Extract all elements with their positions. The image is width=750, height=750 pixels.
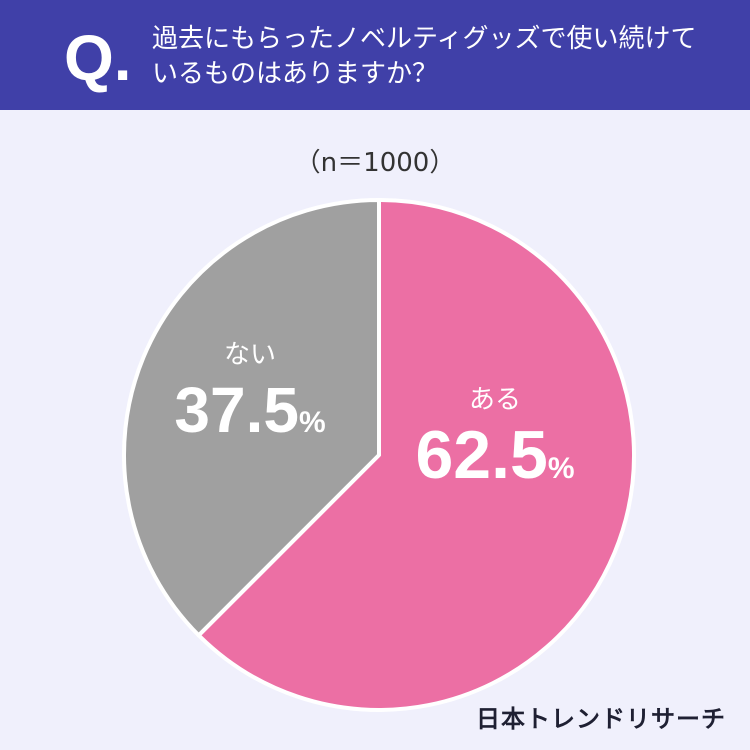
slice-unit-yes: % [547, 452, 575, 485]
q-mark: Q. [64, 22, 132, 94]
sample-size-label: （n＝1000） [294, 148, 456, 178]
slice-value-no: 37.5 [174, 374, 299, 446]
slice-label-yes: ある 62.5% [400, 383, 590, 507]
brand-logo: 日本トレンドリサーチ [476, 705, 726, 733]
slice-category-no: ない [223, 340, 276, 370]
question-text: 過去にもらったノベルティグッズで使い続けているものはありますか？ [152, 24, 697, 89]
pie-slice-yes [196, 198, 636, 712]
pie-slice-no [122, 198, 381, 638]
slice-value-yes: 62.5 [415, 417, 548, 493]
slice-percent-no: 37.5% [150, 372, 350, 461]
slice-percent-yes: 62.5% [400, 417, 590, 507]
question-header: Q. 過去にもらったノベルティグッズで使い続けているものはありますか？ [0, 0, 750, 110]
slice-label-no: ない 37.5% [150, 338, 350, 461]
slice-unit-no: % [298, 406, 326, 439]
slice-category-yes: ある [468, 385, 521, 415]
